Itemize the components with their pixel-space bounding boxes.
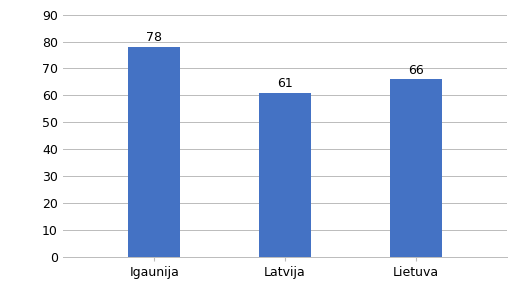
Bar [259, 93, 311, 257]
Text: 61: 61 [277, 77, 293, 90]
Text: 66: 66 [408, 64, 424, 77]
Bar [128, 47, 180, 257]
Bar [390, 79, 442, 257]
Text: 78: 78 [146, 31, 162, 44]
